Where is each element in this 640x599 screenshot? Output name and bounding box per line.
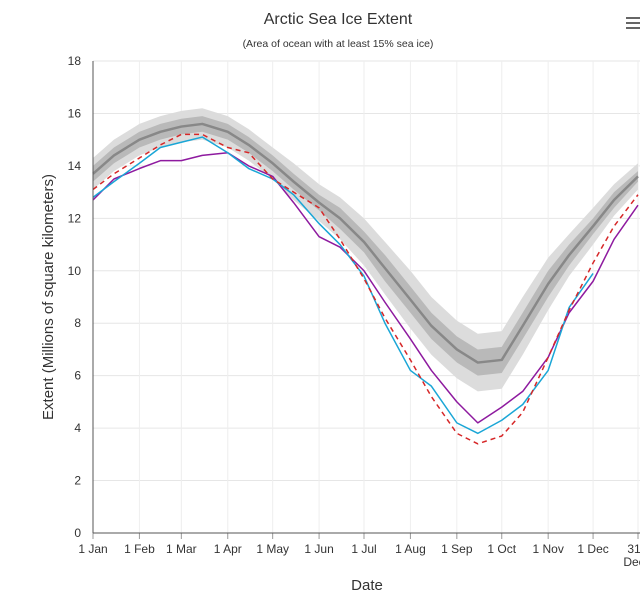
x-tick-label: 1 Nov [532, 542, 563, 556]
x-tick-label: 1 Oct [487, 542, 516, 556]
y-tick-label: 18 [68, 54, 82, 68]
y-axis-label: Extent (Millions of square kilometers) [40, 174, 57, 420]
plot-area [92, 108, 639, 445]
y-tick-label: 6 [74, 369, 81, 383]
y-tick-label: 12 [68, 211, 82, 225]
y-tick-label: 10 [68, 264, 82, 278]
x-tick-label: 31Dec [623, 542, 640, 569]
menu-bar [626, 22, 640, 24]
y-tick-label: 2 [74, 474, 81, 488]
x-tick-label: 1 Jan [78, 542, 107, 556]
menu-bar [626, 27, 640, 29]
y-tick-label: 16 [68, 106, 82, 120]
y-tick-label: 4 [74, 421, 81, 435]
series-line [92, 122, 639, 364]
series-line [92, 136, 594, 435]
y-tick-label: 0 [74, 526, 81, 540]
x-tick-label: 1 Sep [441, 542, 473, 556]
series-line [92, 133, 639, 445]
x-tick-label: 1 May [256, 542, 289, 556]
y-tick-label: 8 [74, 316, 81, 330]
x-tick-label: 1 Feb [124, 542, 155, 556]
range-band [93, 116, 638, 376]
x-tick-label: 1 Mar [166, 542, 197, 556]
x-tick-label: 1 Jun [304, 542, 333, 556]
chart-title: Arctic Sea Ice Extent [264, 11, 413, 28]
x-axis-label: Date [351, 577, 383, 594]
chart-subtitle: (Area of ocean with at least 15% sea ice… [243, 38, 434, 50]
y-tick-label: 14 [68, 159, 82, 173]
x-tick-label: 1 Dec [577, 542, 608, 556]
x-tick-label: 1 Aug [395, 542, 426, 556]
x-tick-label: 1 Jul [351, 542, 376, 556]
menu-button[interactable] [626, 17, 640, 29]
menu-bar [626, 17, 640, 19]
x-tick-label: 1 Apr [214, 542, 242, 556]
